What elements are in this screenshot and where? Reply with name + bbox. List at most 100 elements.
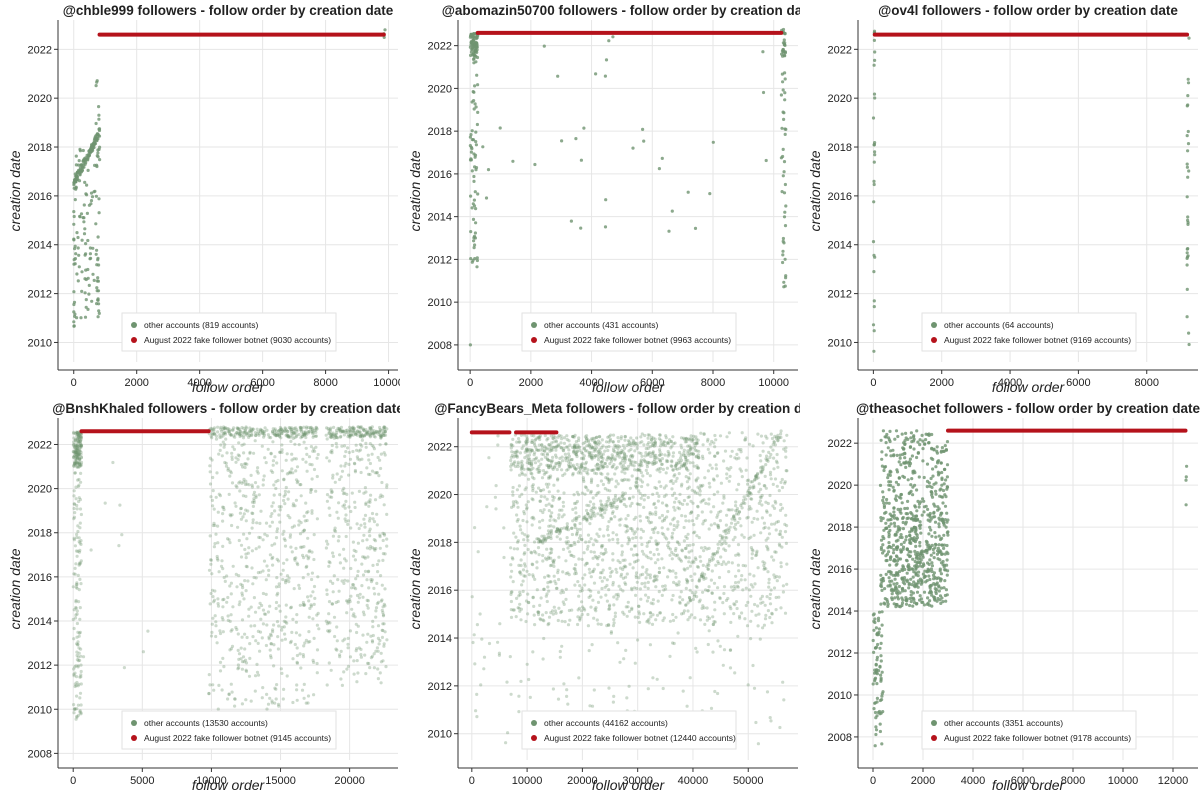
data-point-other bbox=[611, 433, 616, 437]
data-point-other bbox=[274, 486, 278, 491]
data-point-other bbox=[348, 629, 352, 633]
data-point-other bbox=[541, 559, 545, 563]
data-point-other bbox=[298, 425, 302, 429]
data-point-other bbox=[229, 581, 233, 585]
data-point-other bbox=[279, 667, 283, 671]
data-point-other bbox=[290, 452, 294, 456]
data-point-other bbox=[97, 309, 101, 313]
data-point-other bbox=[584, 517, 589, 521]
data-point-other bbox=[560, 588, 564, 592]
data-point-other bbox=[755, 509, 759, 513]
data-point-other bbox=[776, 465, 780, 469]
data-point-other bbox=[660, 457, 664, 461]
data-point-other bbox=[600, 508, 604, 512]
data-point-other bbox=[592, 468, 596, 472]
data-point-other bbox=[781, 174, 785, 178]
data-point-other bbox=[363, 434, 367, 438]
data-point-other bbox=[621, 567, 625, 572]
data-point-other bbox=[269, 642, 273, 646]
data-point-other bbox=[246, 509, 250, 513]
data-point-other bbox=[618, 451, 623, 455]
data-point-other bbox=[662, 616, 666, 620]
data-point-other bbox=[72, 464, 76, 468]
data-point-other bbox=[589, 537, 593, 541]
data-point-other bbox=[376, 600, 380, 604]
data-point-other bbox=[281, 697, 285, 701]
data-point-other bbox=[608, 603, 612, 607]
data-point-other bbox=[235, 426, 239, 430]
data-point-other bbox=[222, 426, 226, 430]
data-point-other bbox=[772, 573, 776, 577]
data-point-other bbox=[686, 566, 690, 570]
data-point-other bbox=[572, 443, 576, 447]
data-point-other bbox=[355, 522, 359, 526]
data-point-other bbox=[291, 657, 295, 661]
data-point-other bbox=[733, 671, 737, 675]
data-point-other bbox=[469, 194, 473, 198]
data-point-other bbox=[96, 151, 100, 155]
data-point-other bbox=[542, 636, 546, 641]
data-point-other bbox=[670, 535, 674, 539]
data-point-other bbox=[718, 519, 722, 523]
data-point-other bbox=[331, 476, 335, 480]
data-point-other bbox=[74, 675, 79, 679]
data-point-other bbox=[677, 580, 681, 584]
data-point-other bbox=[545, 558, 549, 562]
data-point-other bbox=[567, 463, 571, 467]
data-point-other bbox=[648, 474, 652, 478]
data-point-other bbox=[96, 148, 100, 152]
data-point-other bbox=[740, 502, 744, 506]
data-point-other bbox=[78, 457, 82, 461]
data-point-other bbox=[646, 619, 650, 623]
data-point-other bbox=[649, 536, 653, 540]
data-point-other bbox=[703, 588, 708, 592]
data-point-other bbox=[82, 158, 86, 162]
data-point-other bbox=[585, 518, 589, 522]
data-point-other bbox=[306, 510, 310, 514]
data-point-other bbox=[344, 534, 348, 539]
data-point-other bbox=[526, 467, 530, 471]
data-point-other bbox=[653, 437, 657, 441]
data-point-other bbox=[724, 548, 728, 553]
data-point-other bbox=[713, 608, 717, 612]
data-point-other bbox=[672, 516, 676, 520]
data-point-other bbox=[605, 583, 609, 588]
data-point-other bbox=[542, 44, 546, 48]
data-point-other bbox=[614, 479, 618, 483]
data-point-other bbox=[372, 447, 376, 451]
data-point-other bbox=[611, 624, 616, 628]
data-point-other bbox=[713, 522, 717, 526]
data-point-other bbox=[535, 448, 540, 452]
data-point-other bbox=[280, 443, 284, 447]
data-point-other bbox=[657, 590, 661, 594]
data-point-other bbox=[659, 466, 663, 470]
data-point-other bbox=[538, 540, 542, 544]
data-point-other bbox=[785, 524, 789, 528]
data-point-other bbox=[687, 495, 691, 499]
data-point-other bbox=[672, 528, 676, 532]
data-point-other bbox=[616, 537, 620, 542]
data-point-other bbox=[593, 454, 598, 458]
data-point-other bbox=[207, 568, 212, 572]
data-point-other bbox=[573, 445, 577, 449]
data-point-other bbox=[515, 596, 519, 600]
data-point-other bbox=[516, 539, 520, 543]
data-point-other bbox=[617, 453, 621, 457]
data-point-other bbox=[595, 467, 599, 471]
data-point-other bbox=[542, 453, 546, 457]
data-point-other bbox=[238, 480, 242, 484]
data-point-other bbox=[381, 628, 385, 633]
data-point-other bbox=[367, 429, 371, 433]
data-point-other bbox=[525, 535, 529, 539]
data-point-other bbox=[271, 427, 275, 431]
data-point-other bbox=[352, 586, 356, 590]
data-point-other bbox=[782, 53, 786, 57]
data-point-other bbox=[688, 676, 692, 680]
data-point-other bbox=[550, 563, 554, 567]
data-point-other bbox=[647, 621, 651, 625]
data-point-other bbox=[85, 211, 89, 215]
data-point-other bbox=[626, 439, 631, 443]
data-point-other bbox=[77, 477, 81, 482]
data-point-other bbox=[297, 443, 301, 447]
data-point-other bbox=[327, 428, 331, 432]
